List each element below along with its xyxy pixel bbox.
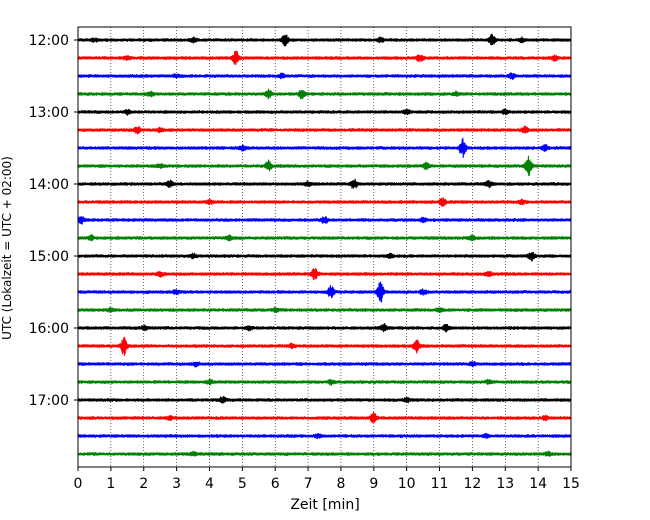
- trace-1300: [77, 108, 572, 116]
- trace-1445: [77, 234, 572, 242]
- x-tick-label-11: 11: [431, 476, 449, 492]
- x-tick-label-15: 15: [562, 476, 580, 492]
- x-tick-label-0: 0: [74, 476, 83, 492]
- y-tick-label-16:00: 16:00: [29, 321, 69, 337]
- trace-1730: [77, 432, 572, 440]
- x-axis-ticks: 0 1 2 3 4 5 6 7 8 9 10 11 12 13 14 15: [74, 467, 580, 492]
- y-axis-ticks: 12:00 13:00 14:00 15:00 16:00 17:00: [29, 33, 78, 409]
- x-tick-label-12: 12: [463, 476, 481, 492]
- x-tick-label-14: 14: [529, 476, 547, 492]
- x-tick-label-3: 3: [172, 476, 181, 492]
- trace-1630: [77, 360, 572, 368]
- trace-1500: [77, 251, 572, 262]
- x-tick-label-13: 13: [496, 476, 514, 492]
- vertical-gridlines: [110, 27, 539, 467]
- y-tick-label-14:00: 14:00: [29, 177, 69, 193]
- trace-1530: [77, 281, 572, 303]
- x-tick-label-2: 2: [139, 476, 148, 492]
- trace-1315: [77, 125, 572, 135]
- trace-1245: [77, 88, 572, 100]
- trace-1330: [77, 137, 572, 159]
- trace-1745: [77, 450, 572, 457]
- trace-1715: [77, 411, 572, 424]
- seismogram-traces: [77, 33, 572, 457]
- y-tick-label-17:00: 17:00: [29, 393, 69, 409]
- trace-1200: [77, 33, 572, 47]
- x-tick-label-4: 4: [205, 476, 214, 492]
- x-tick-label-1: 1: [106, 476, 115, 492]
- y-tick-label-15:00: 15:00: [29, 249, 69, 265]
- trace-1215: [77, 50, 572, 66]
- trace-1515: [77, 268, 572, 281]
- y-tick-label-12:00: 12:00: [29, 33, 69, 49]
- trace-1400: [77, 178, 572, 189]
- x-tick-label-7: 7: [304, 476, 313, 492]
- x-tick-label-6: 6: [271, 476, 280, 492]
- x-tick-label-10: 10: [398, 476, 416, 492]
- x-axis-label: Zeit [min]: [290, 497, 359, 513]
- trace-1345: [77, 155, 572, 177]
- trace-1700: [77, 395, 572, 404]
- trace-1430: [77, 215, 572, 225]
- trace-1415: [77, 197, 572, 208]
- trace-1545: [77, 306, 572, 314]
- x-tick-label-5: 5: [238, 476, 247, 492]
- trace-1615: [77, 336, 572, 357]
- trace-1230: [77, 72, 572, 80]
- x-tick-label-9: 9: [369, 476, 378, 492]
- y-axis-label: UTC (Lokalzeit = UTC + 02:00): [0, 156, 14, 340]
- plot-frame: [77, 26, 572, 468]
- trace-1645: [77, 378, 572, 386]
- trace-1600: [77, 323, 572, 333]
- x-tick-label-8: 8: [336, 476, 345, 492]
- y-tick-label-13:00: 13:00: [29, 105, 69, 121]
